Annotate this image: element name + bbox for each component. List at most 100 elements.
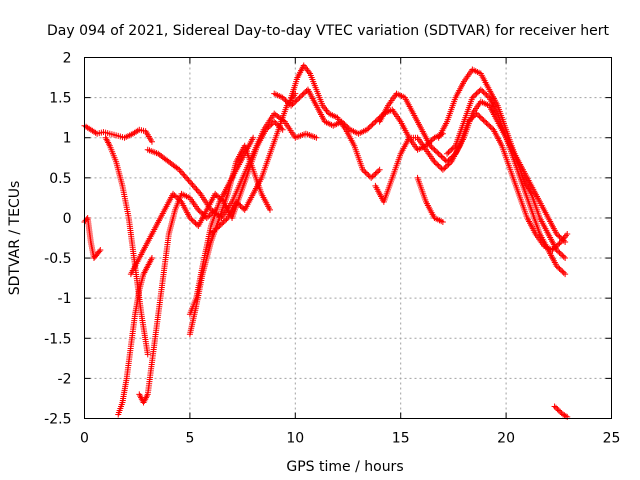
data-point — [555, 407, 562, 414]
data-point — [439, 218, 446, 225]
data-point — [363, 126, 370, 133]
data-point — [559, 252, 566, 259]
data-point — [470, 93, 477, 100]
data-point — [556, 233, 563, 240]
data-point — [262, 126, 269, 133]
data-point — [265, 124, 272, 131]
data-point — [446, 148, 453, 155]
data-point — [238, 204, 245, 211]
data-point — [194, 187, 201, 194]
data-point — [431, 158, 438, 165]
data-point — [473, 90, 480, 97]
data-point — [213, 225, 220, 232]
data-point — [368, 122, 375, 129]
data-point — [372, 170, 379, 177]
data-point — [430, 145, 437, 152]
data-point — [482, 118, 489, 125]
data-point — [203, 214, 210, 221]
data-point — [268, 121, 275, 128]
data-point — [438, 153, 445, 160]
data-point — [148, 255, 155, 262]
series-track-5 — [136, 190, 219, 406]
data-point — [209, 229, 216, 236]
data-point — [236, 201, 243, 208]
data-point — [188, 216, 195, 223]
series-track-8 — [186, 142, 274, 338]
data-point — [553, 230, 560, 237]
data-point — [171, 192, 178, 199]
data-point — [267, 122, 274, 129]
data-point — [272, 120, 279, 127]
data-point — [282, 97, 289, 104]
data-point — [293, 97, 300, 104]
data-point — [181, 172, 188, 179]
data-point — [428, 144, 435, 151]
y-tick-labels: -2.5 -2 -1.5 -1 -0.5 0 0.5 1 1.5 2 — [44, 51, 71, 428]
data-point — [361, 168, 368, 175]
data-point — [206, 212, 213, 219]
y-tick-label: 0 — [63, 211, 72, 227]
data-point — [191, 218, 198, 225]
data-point — [551, 403, 558, 410]
data-point — [170, 190, 177, 197]
data-point — [296, 94, 303, 101]
series-track-1 — [81, 122, 155, 145]
data-point — [431, 146, 438, 153]
x-tick-label: 10 — [286, 431, 304, 447]
data-point — [444, 150, 451, 157]
chart-title: Day 094 of 2021, Sidereal Day-to-day VTE… — [47, 23, 609, 39]
data-point — [430, 136, 437, 143]
data-point — [552, 244, 559, 251]
data-point — [297, 93, 304, 100]
data-point — [434, 149, 441, 156]
x-tick-label: 20 — [497, 431, 515, 447]
data-point — [470, 113, 477, 120]
y-tick-label: -2 — [58, 371, 72, 387]
data-point — [557, 408, 564, 415]
data-point — [560, 253, 567, 260]
data-point — [479, 87, 486, 94]
data-point — [283, 98, 290, 105]
data-point — [264, 125, 271, 132]
data-point — [144, 351, 151, 358]
data-point — [292, 98, 299, 105]
data-point — [175, 196, 182, 203]
series-track-6 — [144, 110, 320, 221]
data-point — [555, 232, 562, 239]
x-tick-label: 5 — [185, 431, 194, 447]
data-point — [281, 95, 288, 102]
series-track-12 — [288, 62, 383, 181]
data-point — [484, 93, 491, 100]
y-tick-label: -1.5 — [44, 331, 71, 347]
data-point — [479, 116, 486, 123]
data-point — [554, 406, 561, 413]
data-point — [192, 184, 199, 191]
data-point — [486, 122, 493, 129]
data-point — [212, 190, 219, 197]
data-point — [432, 148, 439, 155]
x-tick-label: 0 — [80, 431, 89, 447]
series-track-4 — [115, 255, 155, 418]
data-point — [177, 168, 184, 175]
data-point — [560, 269, 567, 276]
data-point — [285, 99, 292, 106]
data-point — [469, 94, 476, 101]
data-point — [466, 117, 473, 124]
data-point — [373, 169, 380, 176]
data-point — [96, 248, 103, 255]
x-tick-label: 25 — [603, 431, 621, 447]
data-point — [234, 200, 241, 207]
y-tick-label: 0.5 — [49, 171, 71, 187]
data-point — [556, 265, 563, 272]
series-track-3 — [102, 134, 151, 358]
grid — [84, 57, 612, 419]
data-point — [148, 138, 155, 145]
data-point — [362, 169, 369, 176]
data-point — [484, 121, 491, 128]
series-track-14 — [435, 66, 569, 262]
data-point — [220, 218, 227, 225]
data-point — [549, 247, 556, 254]
data-point — [555, 241, 562, 248]
data-point — [216, 222, 223, 229]
